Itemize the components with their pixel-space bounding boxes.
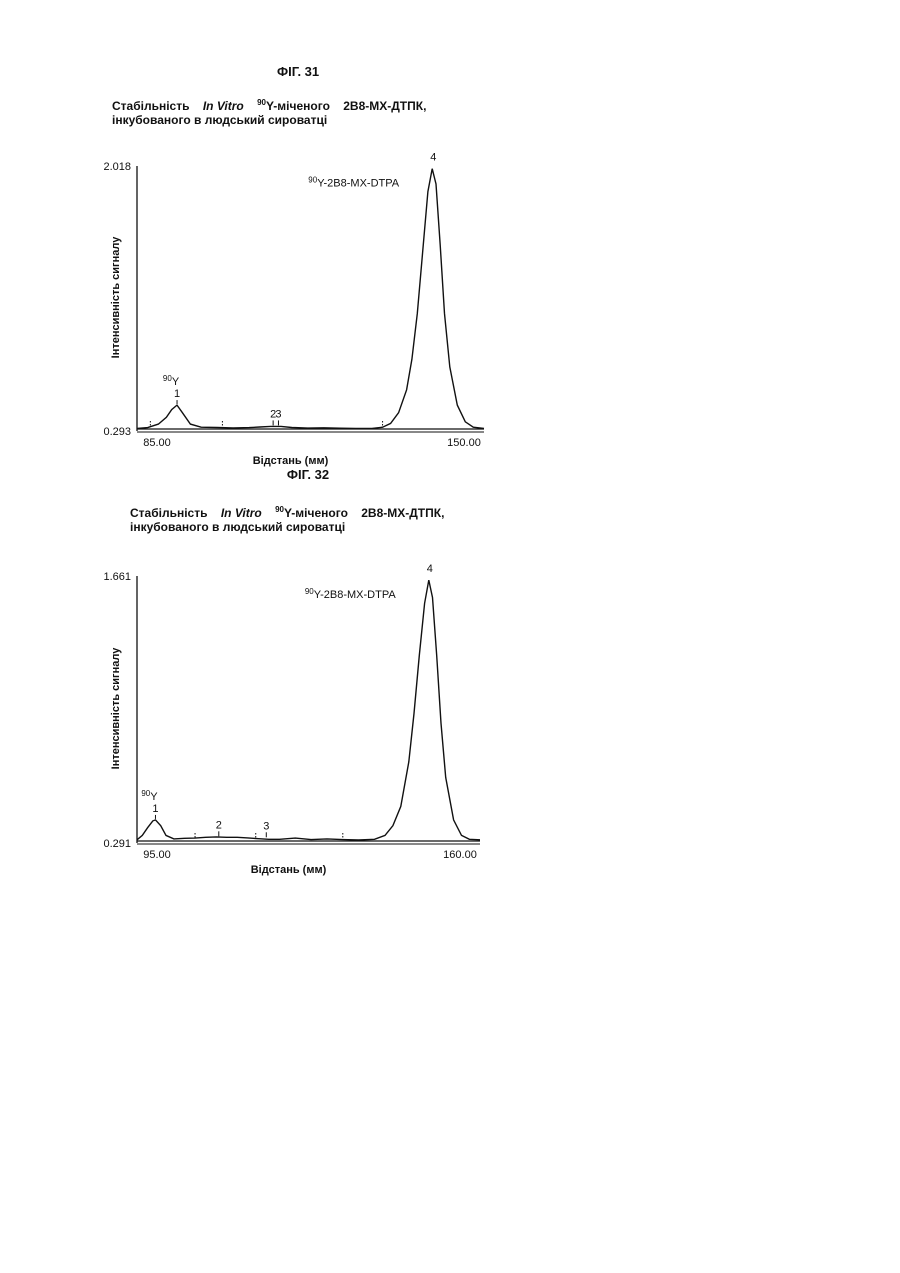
species-name: Y-2B8-MX-DTPA	[317, 178, 400, 190]
peak-number-label: 1	[152, 803, 158, 815]
peak-number-label: 1	[174, 388, 180, 400]
y-axis-title: Інтенсивність сигналу	[110, 647, 122, 770]
peak-species-label: 90Y-2B8-MX-DTPA	[305, 587, 396, 601]
x-axis-title: Відстань (мм)	[253, 455, 329, 467]
peak-species-label: 90Y	[163, 374, 180, 388]
y-tick-label: 1.661	[103, 571, 131, 583]
x-tick-label: 160.00	[443, 849, 477, 861]
species-name: Y	[150, 791, 158, 803]
x-tick-label: 85.00	[143, 437, 171, 449]
x-tick-label: 95.00	[143, 849, 171, 861]
peak-number-label: 3	[263, 820, 269, 832]
y-tick-label: 0.293	[103, 426, 131, 438]
x-axis-title: Відстань (мм)	[251, 864, 327, 876]
peak-number-label: 3	[275, 408, 281, 420]
y-tick-label: 2.018	[103, 161, 131, 173]
figure-label: ФІГ. 32	[287, 467, 329, 482]
peak-species-label: 90Y	[141, 789, 158, 803]
peak-number-label: 4	[427, 563, 433, 575]
species-name: Y-2B8-MX-DTPA	[314, 589, 397, 601]
y-tick-label: 0.291	[103, 838, 131, 850]
peak-species-label: 90Y-2B8-MX-DTPA	[308, 176, 399, 190]
peak-number-label: 4	[430, 152, 436, 164]
signal-trace	[137, 169, 484, 429]
signal-trace	[137, 580, 480, 840]
y-axis-title: Інтенсивність сигналу	[110, 236, 122, 359]
species-name: Y	[172, 376, 180, 388]
x-tick-label: 150.00	[447, 437, 481, 449]
peak-number-label: 2	[216, 819, 222, 831]
